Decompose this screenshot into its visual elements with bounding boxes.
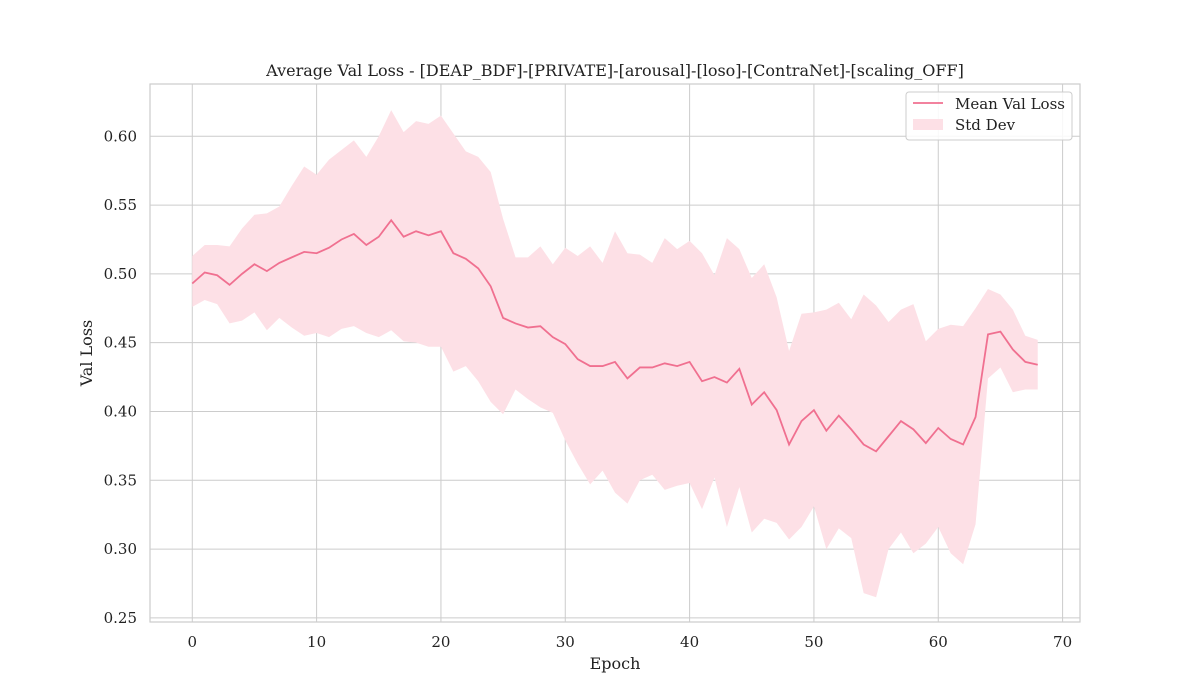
x-axis-label: Epoch	[590, 654, 641, 673]
legend-box	[905, 91, 1073, 141]
legend: Mean Val Loss Std Dev	[905, 91, 1073, 141]
x-tick-label: 70	[1053, 633, 1072, 651]
x-tick-label: 0	[187, 633, 197, 651]
y-tick-label: 0.50	[104, 265, 137, 283]
x-tick-label: 30	[556, 633, 575, 651]
y-tick-label: 0.40	[104, 402, 137, 420]
x-tick-label: 40	[680, 633, 699, 651]
chart-title: Average Val Loss - [DEAP_BDF]-[PRIVATE]-…	[265, 61, 964, 80]
y-tick-label: 0.45	[104, 334, 137, 352]
legend-label-std: Std Dev	[955, 116, 1016, 134]
legend-label-mean: Mean Val Loss	[955, 95, 1065, 113]
x-tick-labels: 0 10 20 30 40 50 60 70	[187, 633, 1072, 651]
mean-val-loss-line	[191, 218, 1038, 453]
plot-frame	[149, 83, 1081, 623]
y-axis-label: Val Loss	[77, 320, 96, 388]
x-tick-label: 10	[307, 633, 326, 651]
x-tick-label: 20	[431, 633, 450, 651]
y-tick-label: 0.25	[104, 609, 137, 627]
std-dev-band	[192, 110, 1038, 598]
y-tick-label: 0.35	[104, 471, 137, 489]
x-tick-label: 50	[804, 633, 823, 651]
y-tick-labels: 0.25 0.30 0.35 0.40 0.45 0.50 0.55 0.60	[104, 127, 137, 627]
x-tick-label: 60	[929, 633, 948, 651]
y-tick-label: 0.60	[104, 127, 137, 145]
y-tick-label: 0.55	[104, 196, 137, 214]
y-tick-label: 0.30	[104, 540, 137, 558]
legend-band-swatch	[913, 119, 943, 130]
